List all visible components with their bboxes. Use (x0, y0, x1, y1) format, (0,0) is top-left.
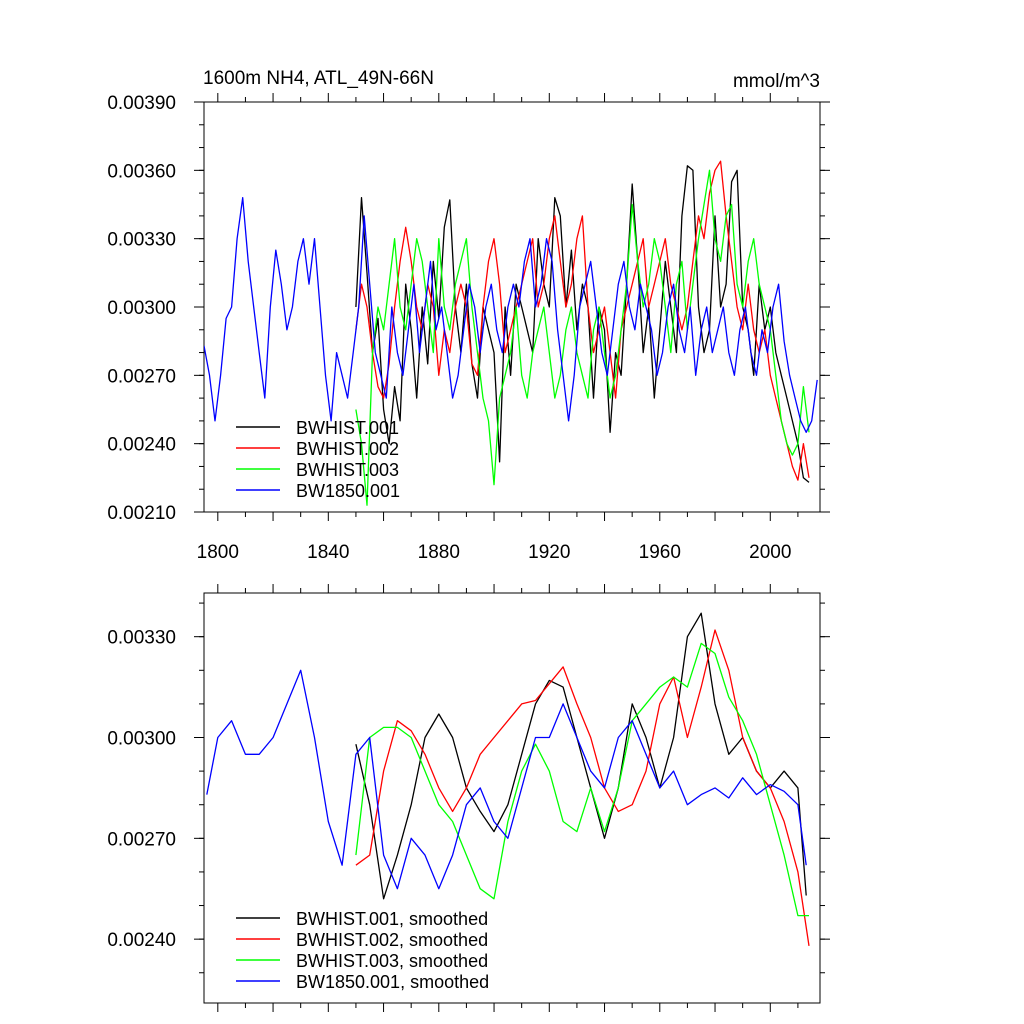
y-tick-label: 0.00270 (107, 829, 176, 850)
legend-label: BWHIST.003 (296, 460, 399, 480)
plot-frame (203, 592, 821, 1004)
series-line-bwhist-002 (355, 160, 810, 481)
chart-title: 1600m NH4, ATL_49N-66N (203, 68, 434, 89)
legend-label: BWHIST.002, smoothed (296, 930, 488, 950)
y-tick-label: 0.00330 (107, 628, 176, 649)
series-group (204, 160, 818, 506)
legend-label: BWHIST.003, smoothed (296, 951, 488, 971)
x-tick-label: 1800 (197, 542, 239, 563)
series-line-bw1850-001-smoothed (206, 669, 807, 890)
bottom-panel: 0.00240 0.00270 0.00300 0.00330 BWHIST.001, … (107, 584, 830, 1012)
y-tick-label: 0.00270 (107, 366, 176, 387)
chart-units: mmol/m^3 (733, 71, 820, 92)
x-tick-label: 1920 (528, 542, 570, 563)
series-line-bwhist-003 (355, 169, 810, 506)
y-tick-label: 0.00210 (107, 503, 176, 524)
y-tick-label: 0.00240 (107, 930, 176, 951)
y-tick-label: 0.00300 (107, 729, 176, 750)
top-panel: 1800 1840 1880 1920 1960 2000 0.00210 0.00240 0.… (107, 93, 830, 563)
y-tick-label: 0.00360 (107, 161, 176, 182)
series-group (206, 612, 810, 946)
x-tick-label: 1880 (418, 542, 460, 563)
y-tick-label: 0.00390 (107, 93, 176, 114)
y-tick-label: 0.00330 (107, 230, 176, 251)
legend-label: BWHIST.001 (296, 418, 399, 438)
legend-label: BWHIST.001, smoothed (296, 909, 488, 929)
legend-label: BW1850.001 (296, 481, 400, 501)
y-tick-label: 0.00300 (107, 298, 176, 319)
legend-label: BW1850.001, smoothed (296, 972, 489, 992)
y-tick-label: 0.00240 (107, 435, 176, 456)
series-line-bwhist-003-smoothed (355, 642, 809, 917)
x-tick-label: 1960 (639, 542, 681, 563)
x-tick-label: 1840 (307, 542, 349, 563)
x-tick-label: 2000 (749, 542, 791, 563)
series-line-bwhist-001-smoothed (355, 612, 807, 900)
series-line-bwhist-001 (355, 165, 810, 483)
series-line-bw1850-001 (204, 197, 818, 433)
legend-label: BWHIST.002 (296, 439, 399, 459)
series-line-bwhist-002-smoothed (355, 629, 810, 946)
